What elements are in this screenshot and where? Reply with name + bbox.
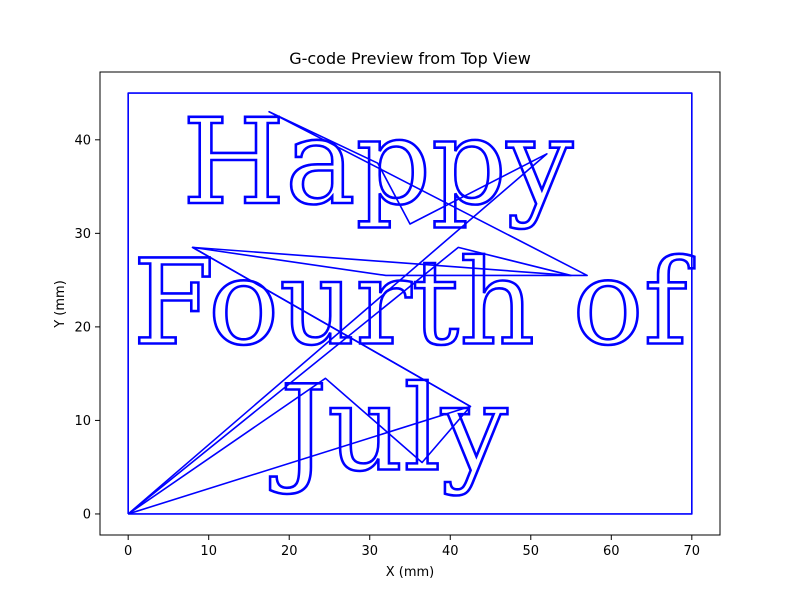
x-axis: 0 10 20 30 40 50 60 70 (124, 535, 700, 559)
gcode-text-line-1: Happy (182, 93, 573, 231)
x-tick-label: 40 (442, 544, 459, 559)
y-tick-label: 10 (74, 414, 91, 429)
x-tick-label: 70 (684, 544, 701, 559)
y-tick-label: 20 (74, 320, 91, 335)
series-line-1 (127, 92, 693, 515)
gcode-text-line-3: July (270, 360, 508, 498)
plot-background (100, 72, 720, 535)
y-axis-title: Y (mm) (53, 280, 68, 329)
y-tick-label: 0 (83, 507, 91, 522)
x-tick-label: 20 (281, 544, 298, 559)
y-tick-label: 30 (74, 227, 91, 242)
plot-frame (99, 71, 721, 536)
y-tick-label: 40 (74, 133, 91, 148)
gcode-text-line-2: Fourth of (133, 233, 695, 371)
chart-title: G-code Preview from Top View (289, 49, 531, 68)
x-tick-label: 0 (124, 544, 132, 559)
x-tick-label: 50 (523, 544, 540, 559)
x-tick-label: 60 (603, 544, 620, 559)
series-line-3 (127, 246, 572, 515)
x-axis-title: X (mm) (386, 565, 435, 580)
series-layer (127, 92, 693, 515)
y-axis: 0 10 20 30 40 (74, 133, 100, 522)
x-tick-label: 10 (200, 544, 217, 559)
x-tick-label: 30 (361, 544, 378, 559)
series-line-2 (127, 110, 588, 515)
